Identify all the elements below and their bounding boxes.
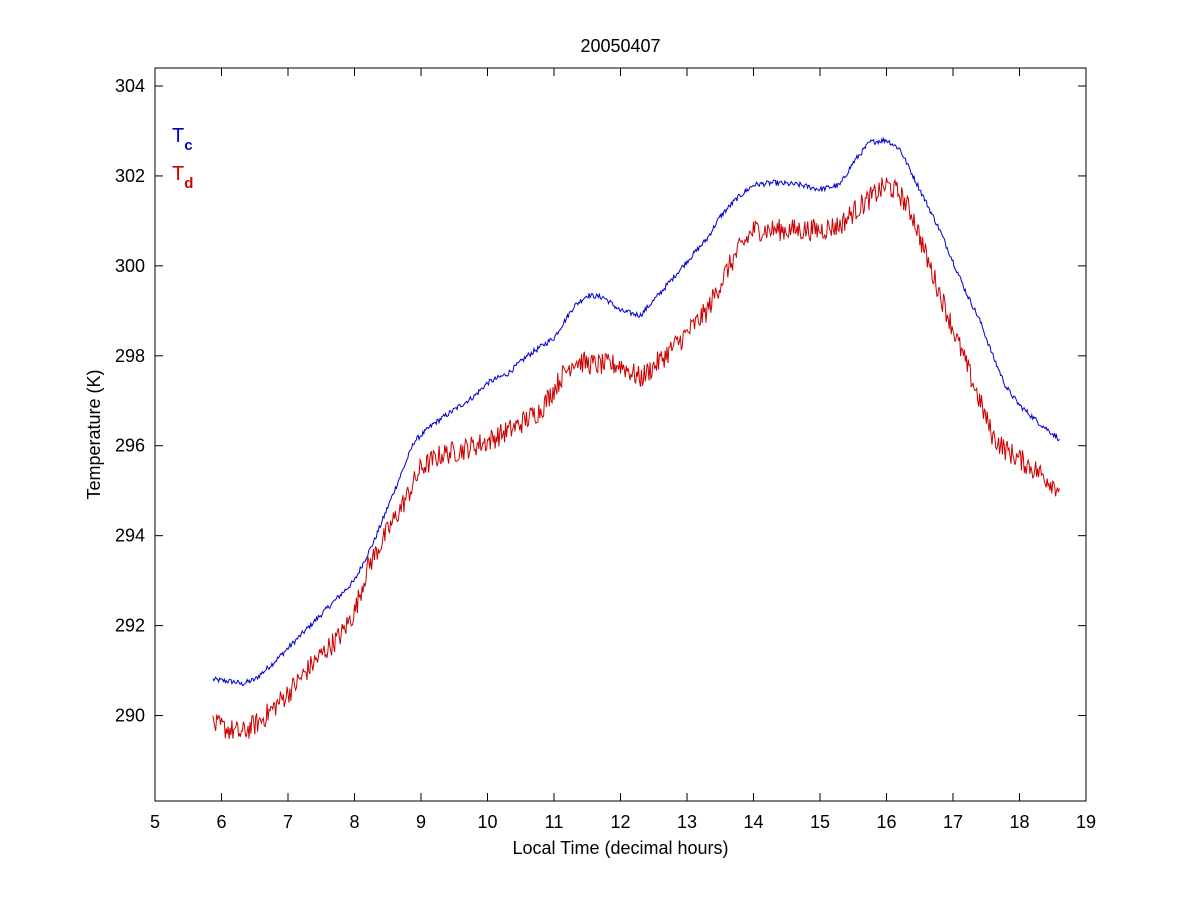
x-tick-label: 10 — [477, 812, 497, 832]
x-tick-label: 14 — [743, 812, 763, 832]
x-tick-label: 6 — [216, 812, 226, 832]
x-tick-label: 12 — [610, 812, 630, 832]
y-tick-label: 300 — [115, 256, 145, 276]
y-tick-label: 302 — [115, 166, 145, 186]
x-tick-label: 17 — [943, 812, 963, 832]
y-tick-label: 294 — [115, 526, 145, 546]
x-tick-label: 15 — [810, 812, 830, 832]
x-tick-label: 18 — [1009, 812, 1029, 832]
legend-subscript: c — [184, 137, 192, 154]
x-tick-label: 8 — [349, 812, 359, 832]
series-line-Td — [212, 177, 1060, 739]
series-lines — [212, 136, 1060, 739]
axis-ticks: 5 6 7 8 9 10 11 12 13 14 15 16 17 18 19 290 292 294 296 298… — [115, 68, 1096, 832]
legend-subscript: d — [184, 175, 193, 192]
plot-area — [154, 67, 1087, 802]
y-tick-label: 292 — [115, 616, 145, 636]
chart-title: 20050407 — [580, 36, 660, 56]
y-tick-label: 296 — [115, 436, 145, 456]
x-tick-label: 19 — [1076, 812, 1096, 832]
y-axis-label: Temperature (K) — [84, 369, 104, 499]
x-tick-label: 16 — [876, 812, 896, 832]
x-tick-label: 13 — [677, 812, 697, 832]
x-axis-label: Local Time (decimal hours) — [512, 838, 728, 858]
x-tick-label: 9 — [416, 812, 426, 832]
x-tick-label: 5 — [150, 812, 160, 832]
x-tick-label: 11 — [545, 812, 564, 832]
series-line-Tc — [212, 136, 1060, 687]
y-tick-label: 298 — [115, 346, 145, 366]
y-tick-label: 290 — [115, 706, 145, 726]
y-tick-label: 304 — [115, 76, 145, 96]
x-tick-label: 7 — [283, 812, 293, 832]
